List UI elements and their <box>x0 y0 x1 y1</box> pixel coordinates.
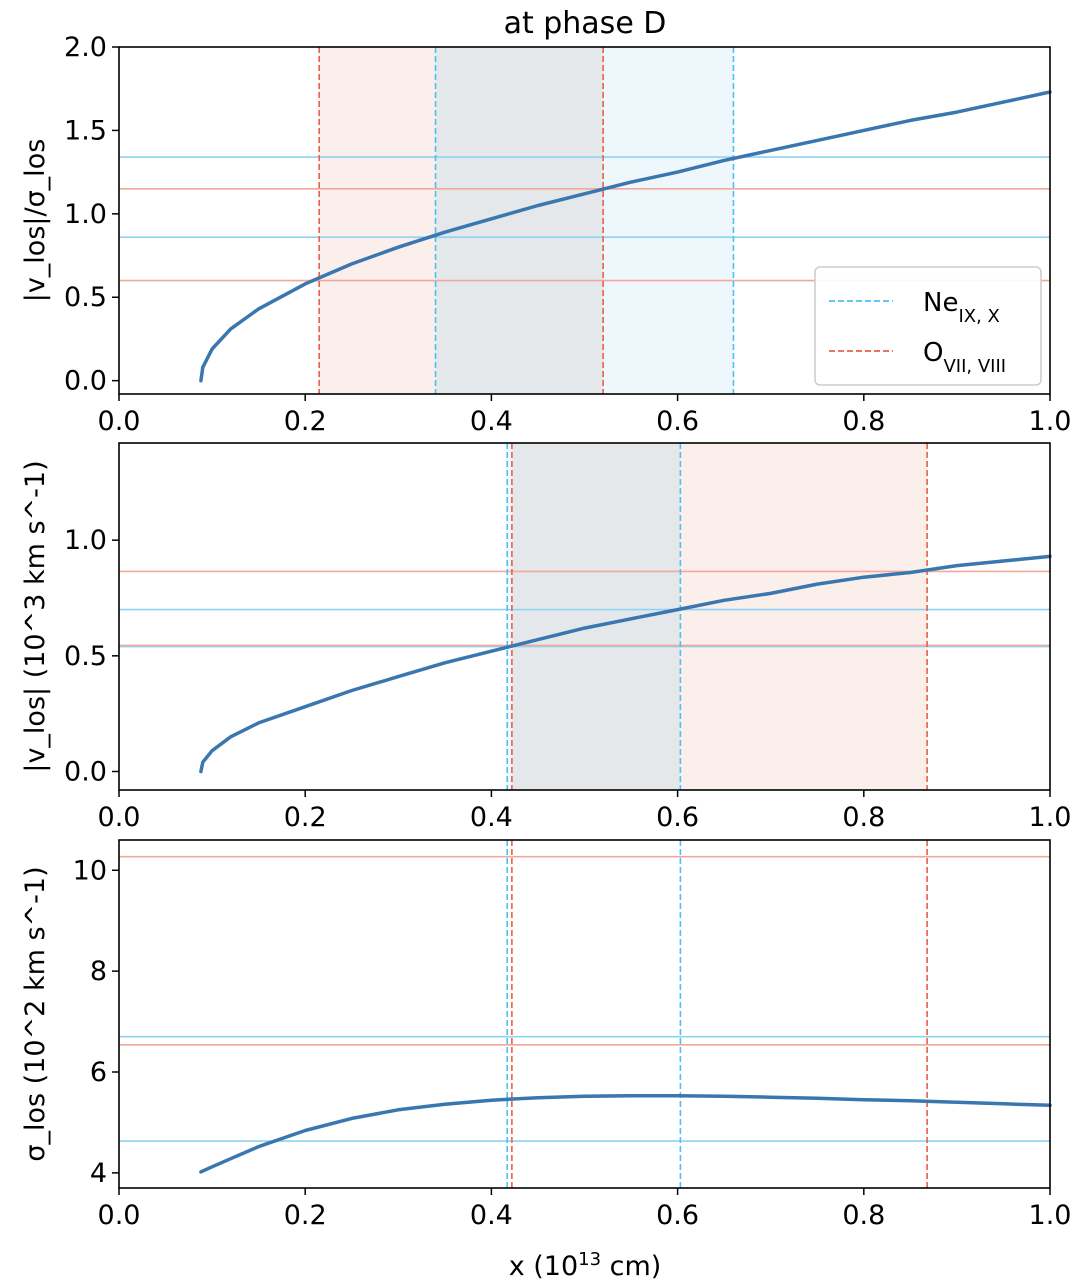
x-tick-label: 1.0 <box>1029 406 1072 437</box>
y-axis-label: |v_los|/σ_los <box>20 139 51 303</box>
x-tick-label: 0.8 <box>842 802 885 833</box>
data-curve <box>199 90 1052 383</box>
x-tick-label: 0.4 <box>470 802 513 833</box>
ne-legend-label: NeIX, X <box>923 288 1000 327</box>
data-curve <box>199 554 1052 774</box>
y-tick-label: 0.0 <box>64 756 107 787</box>
y-tick-label: 10 <box>73 855 107 886</box>
x-tick-label: 0.2 <box>284 802 327 833</box>
x-tick-label: 0.6 <box>656 802 699 833</box>
axes-frame <box>118 442 1051 791</box>
data-curve <box>199 1093 1052 1174</box>
y-tick-label: 4 <box>90 1158 107 1189</box>
y-tick-label: 8 <box>90 956 107 987</box>
x-tick-label: 1.0 <box>1029 802 1072 833</box>
x-tick-label: 0.6 <box>656 1200 699 1231</box>
y-tick-label: 6 <box>90 1057 107 1088</box>
panel2: 0.0 0.2 0.4 0.6 0.8 1.0 0.0 0.5 1.0 |v_los| (10^3… <box>20 442 1072 833</box>
x-tick-label: 0.4 <box>470 1200 513 1231</box>
axes-frame <box>118 839 1051 1189</box>
x-tick-label: 0.8 <box>842 1200 885 1231</box>
x-tick-label: 0.6 <box>656 406 699 437</box>
x-tick-label: 0.2 <box>284 1200 327 1231</box>
y-tick-label: 1.0 <box>64 199 107 230</box>
y-axis-label: |v_los| (10^3 km s^-1) <box>20 460 51 772</box>
x-tick-label: 1.0 <box>1029 1200 1072 1231</box>
y-tick-label: 0.0 <box>64 366 107 397</box>
legend-box <box>814 266 1042 386</box>
y-tick-label: 0.5 <box>64 282 107 313</box>
x-tick-label: 0.0 <box>98 802 141 833</box>
chart-title: at phase D <box>504 6 667 41</box>
y-tick-label: 1.5 <box>64 115 107 146</box>
x-tick-label: 0.8 <box>842 406 885 437</box>
x-tick-label: 0.0 <box>98 406 141 437</box>
panel1: 0.0 0.2 0.4 0.6 0.8 1.0 0.0 0.5 1.0 1.5 2.0 |v_los|… <box>20 32 1071 437</box>
y-tick-label: 1.0 <box>64 525 107 556</box>
overlap-band <box>435 47 604 394</box>
x-tick-label: 0.4 <box>470 406 513 437</box>
y-tick-label: 2.0 <box>64 32 107 63</box>
axes-frame <box>118 46 1051 395</box>
overlap-band <box>511 443 681 790</box>
x-tick-label: 0.2 <box>284 406 327 437</box>
panel3: 0.0 0.2 0.4 0.6 0.8 1.0 4 6 8 10 σ_los (10^2 km s^… <box>20 839 1072 1231</box>
legend: NeIX, X OVII, VIII <box>814 266 1042 386</box>
y-axis-label: σ_los (10^2 km s^-1) <box>20 866 51 1161</box>
x-tick-label: 0.0 <box>98 1200 141 1231</box>
y-tick-label: 0.5 <box>64 641 107 672</box>
o-legend-label: OVII, VIII <box>923 338 1006 377</box>
x-axis-label: x (1013 cm) <box>509 1249 662 1283</box>
